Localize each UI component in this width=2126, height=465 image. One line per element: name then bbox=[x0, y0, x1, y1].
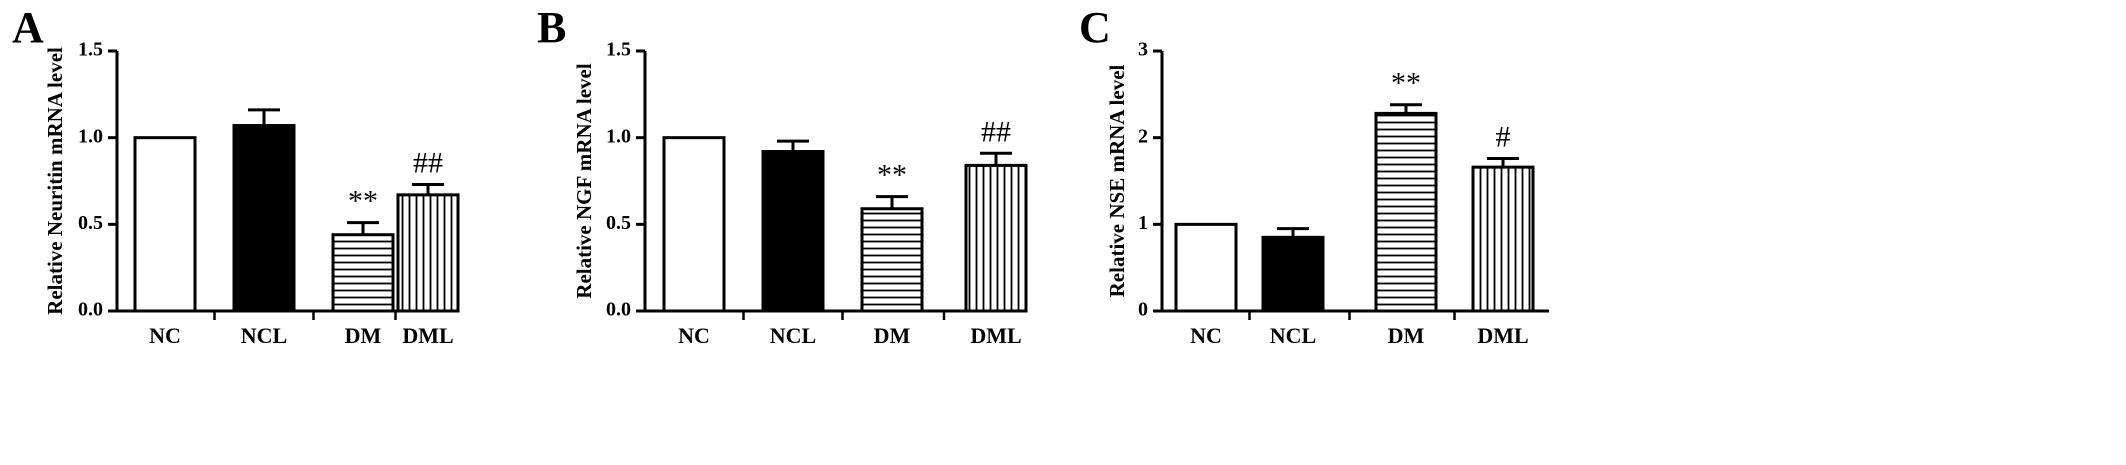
significance-label: ## bbox=[981, 115, 1011, 148]
significance-label: ** bbox=[1391, 67, 1421, 100]
x-tick-label: DML bbox=[1477, 323, 1528, 348]
x-tick-label: DM bbox=[874, 323, 911, 348]
x-tick-label: NC bbox=[149, 323, 181, 348]
y-axis-label: Relative NGF mRNA level bbox=[572, 63, 596, 299]
significance-label: # bbox=[1496, 120, 1511, 153]
y-tick-label: 1.0 bbox=[606, 125, 631, 147]
bar-dm bbox=[860, 207, 924, 313]
x-tick-label: NCL bbox=[1270, 323, 1316, 348]
y-tick-label: 0.0 bbox=[606, 299, 631, 321]
y-tick-label: 0.5 bbox=[78, 212, 103, 234]
y-tick-label: 2 bbox=[1138, 125, 1148, 147]
y-axis-label: Relative Neuritin mRNA level bbox=[43, 47, 67, 315]
panel-letter: C bbox=[1079, 3, 1111, 52]
x-tick-label: NCL bbox=[241, 323, 287, 348]
bar-nc bbox=[1174, 222, 1238, 313]
bar-ncl bbox=[761, 150, 825, 313]
x-tick-label: DML bbox=[402, 323, 453, 348]
bar-dml bbox=[396, 193, 460, 313]
panel-letter: B bbox=[537, 3, 566, 52]
significance-label: ** bbox=[877, 159, 907, 192]
y-tick-label: 1.0 bbox=[78, 125, 103, 147]
y-tick-label: 1 bbox=[1138, 212, 1148, 234]
y-tick-label: 1.5 bbox=[606, 39, 631, 61]
bar-ncl bbox=[232, 124, 296, 313]
x-tick-label: DM bbox=[1388, 323, 1425, 348]
y-tick-label: 3 bbox=[1138, 39, 1148, 61]
y-tick-label: 1.5 bbox=[78, 39, 103, 61]
x-tick-label: NC bbox=[1190, 323, 1222, 348]
bar-dm bbox=[1374, 111, 1438, 313]
bar-dml bbox=[1471, 165, 1535, 313]
x-tick-label: DM bbox=[345, 323, 382, 348]
bar-nc bbox=[133, 136, 197, 313]
bar-nc bbox=[662, 136, 726, 313]
y-tick-label: 0.0 bbox=[78, 299, 103, 321]
panel-letter: A bbox=[12, 3, 44, 52]
y-tick-label: 0 bbox=[1138, 299, 1148, 321]
y-axis-label: Relative NSE mRNA level bbox=[1105, 64, 1129, 297]
x-tick-label: NC bbox=[678, 323, 710, 348]
bar-dm bbox=[331, 233, 395, 313]
significance-label: ** bbox=[348, 185, 378, 218]
y-tick-label: 0.5 bbox=[606, 212, 631, 234]
chart-panel-c: C Relative NSE mRNA level 0 1 2 3 NC NCL DM ** DML… bbox=[1079, 3, 1549, 348]
bar-ncl bbox=[1261, 235, 1325, 313]
x-tick-label: NCL bbox=[770, 323, 816, 348]
x-tick-label: DML bbox=[970, 323, 1021, 348]
significance-label: ## bbox=[413, 146, 443, 179]
bar-dml bbox=[964, 163, 1028, 313]
